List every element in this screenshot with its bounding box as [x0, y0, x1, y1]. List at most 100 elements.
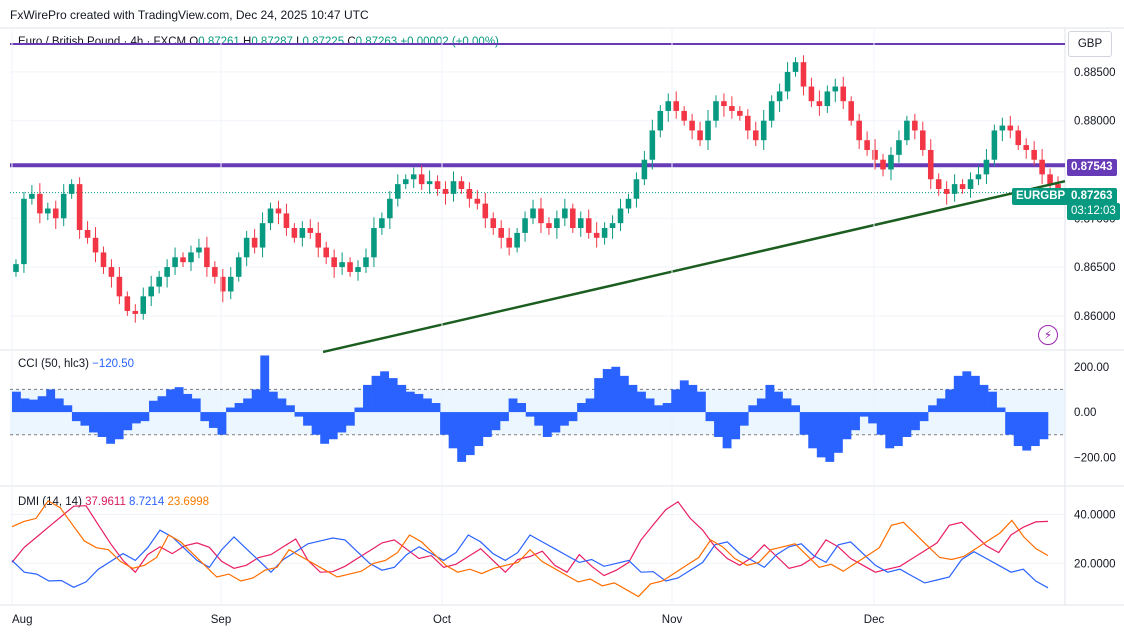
dmi-plus-value: 37.9611 [85, 496, 126, 508]
cci-bar [585, 398, 595, 413]
candle-body [784, 71, 791, 92]
dmi-tick-label: 20.0000 [1074, 558, 1116, 570]
candle-body [530, 208, 536, 219]
cci-bar [979, 384, 989, 413]
candle-body [943, 189, 950, 194]
candle-body [259, 223, 266, 248]
dmi-minus-value: 8.7214 [129, 496, 165, 508]
candle-body [45, 208, 51, 214]
cci-bar [200, 412, 210, 422]
cci-bar [765, 384, 775, 413]
candle-body [856, 120, 862, 141]
cci-bar [619, 375, 629, 413]
cci-bar [448, 412, 458, 449]
candle-body [689, 120, 695, 131]
cci-bar [645, 398, 655, 413]
candle-body [713, 101, 719, 121]
candle-body [498, 228, 504, 238]
cci-bar [739, 412, 749, 426]
candle-body [609, 223, 616, 229]
candle-body [196, 247, 202, 253]
cci-tick-label: 200.00 [1074, 362, 1109, 374]
candle-body [872, 149, 878, 160]
candle-body [315, 232, 322, 248]
candle-body [148, 286, 154, 297]
candle-body [402, 179, 409, 185]
candle-body [729, 106, 735, 111]
cci-bar [80, 412, 90, 426]
cci-bar [234, 403, 244, 413]
rising-trendline [322, 179, 1066, 354]
candle-body [458, 181, 465, 189]
candle-body [355, 267, 361, 272]
open-label: O [189, 36, 199, 48]
candle-body [800, 62, 807, 87]
lightning-icon[interactable]: ⚡ [1038, 325, 1058, 345]
cci-bar [748, 405, 758, 413]
candle-body [951, 184, 958, 194]
candle-body [585, 218, 592, 233]
candle-body [339, 262, 345, 268]
cci-bar [114, 412, 124, 440]
cci-bar [345, 412, 355, 426]
candle-body [776, 91, 783, 102]
cci-bar [474, 412, 484, 447]
candle-body [116, 276, 123, 297]
candle-body [442, 189, 449, 194]
cci-bar [628, 384, 638, 413]
cci-bar [654, 405, 664, 413]
candle-body [275, 208, 282, 214]
candle-body [864, 140, 870, 150]
candle-body [251, 237, 258, 248]
cci-bar [174, 387, 184, 413]
candle-body [633, 179, 640, 199]
cci-bar [756, 398, 766, 413]
candle-body [697, 130, 703, 141]
candle-body [482, 203, 489, 219]
cci-bar [996, 407, 1006, 413]
cci-bar [183, 393, 193, 413]
cci-bar [782, 398, 792, 413]
candle-body [546, 223, 552, 229]
dmi-plus-line [11, 500, 1049, 577]
candle-body [593, 232, 600, 238]
candle-body [808, 86, 815, 102]
cci-bar [380, 371, 390, 413]
cci-bar [191, 398, 201, 413]
cci-bar [414, 393, 424, 413]
candle-body [379, 218, 385, 229]
cci-legend[interactable]: CCI (50, hlc3) −120.50 [18, 358, 134, 370]
candle-body [880, 159, 886, 170]
cci-bar [491, 412, 501, 431]
candle-body [967, 179, 974, 189]
cci-title[interactable]: CCI (50, hlc3) [18, 358, 89, 370]
cci-bar [388, 378, 398, 413]
candle-body [721, 101, 727, 107]
candle-body [395, 184, 401, 199]
cci-bar [500, 412, 509, 422]
cci-bar [294, 412, 304, 417]
cci-bar [714, 412, 723, 437]
candle-body [13, 264, 19, 272]
candle-body [577, 218, 584, 229]
candle-body [601, 228, 608, 238]
time-tick-label: Sep [211, 614, 231, 626]
candle-body [824, 91, 831, 107]
candle-body [466, 189, 473, 199]
cci-bar [688, 384, 698, 413]
candle-body [21, 198, 27, 265]
candle-body [474, 198, 481, 204]
candle-body [132, 310, 139, 314]
candle-body [920, 130, 926, 150]
cci-bar [799, 412, 809, 435]
cci-bar [97, 412, 107, 437]
last-price-tag: 0.87263 [1067, 188, 1117, 205]
candle-body [100, 252, 107, 268]
cci-bar [851, 412, 860, 431]
currency-button[interactable]: GBP [1068, 31, 1112, 57]
candle-body [172, 257, 178, 268]
candle-body [92, 237, 99, 253]
cci-bar [988, 391, 997, 413]
candle-body [267, 208, 274, 224]
